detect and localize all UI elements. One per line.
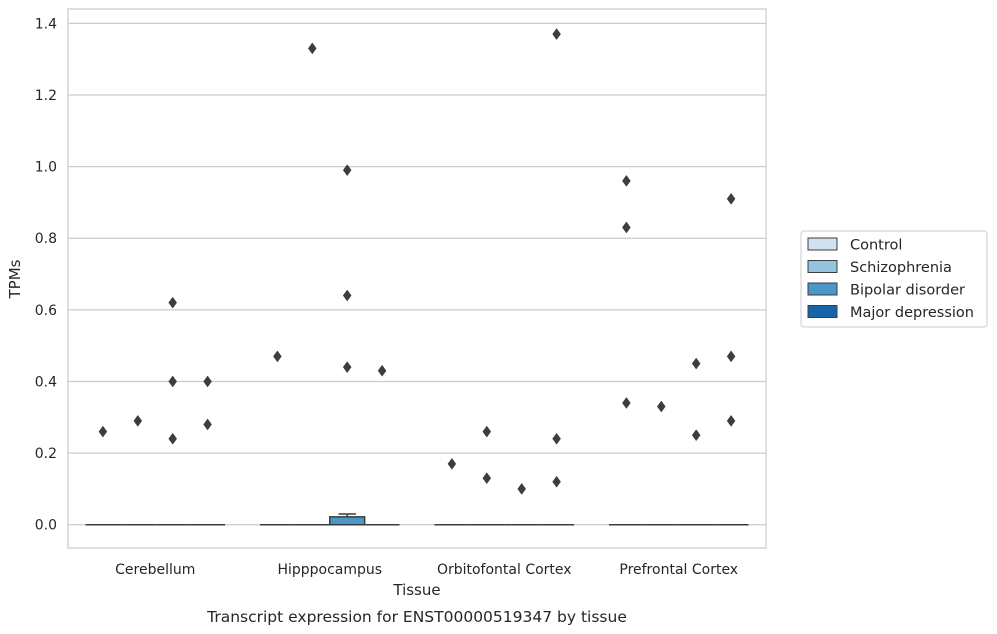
box-group	[329, 164, 366, 526]
legend-label: Major depression	[850, 305, 974, 321]
box-group	[85, 425, 121, 526]
outlier-point	[447, 457, 457, 470]
x-axis-label: Tissue	[392, 581, 440, 599]
outlier-point	[203, 418, 212, 431]
y-axis-ticks: 0.0 0.2 0.4 0.6 0.8 1.0 1.2 1.4	[35, 16, 57, 533]
x-tick-label: Hipppocampus	[277, 562, 382, 578]
y-tick-label: 1.4	[35, 16, 57, 32]
outlier-point	[133, 414, 143, 427]
outlier-point	[482, 425, 492, 438]
box-group	[294, 42, 330, 526]
legend-swatch	[807, 260, 838, 273]
outlier-point	[377, 364, 387, 377]
legend-swatch	[807, 237, 838, 251]
outlier-point	[307, 42, 317, 55]
y-tick-label: 0.8	[35, 231, 57, 247]
outlier-point	[726, 350, 736, 363]
outlier-point	[517, 482, 527, 495]
box-group	[608, 174, 644, 526]
chart-caption: Transcript expression for ENST0000051934…	[206, 608, 627, 626]
outlier-point	[273, 350, 282, 363]
outlier-point	[691, 429, 701, 442]
outlier-point	[168, 375, 178, 388]
outlier-point	[726, 192, 736, 205]
box-group	[504, 482, 540, 526]
box-group	[539, 28, 575, 526]
box-group	[643, 400, 679, 526]
outlier-point	[482, 472, 492, 485]
plot-frame	[67, 8, 767, 549]
y-tick-label: 1.2	[35, 88, 57, 104]
legend-label: Control	[850, 238, 902, 254]
y-tick-label: 0.6	[35, 303, 57, 319]
y-axis-label: TPMs	[6, 259, 24, 299]
outlier-point	[552, 432, 561, 445]
gridlines	[68, 22, 766, 526]
y-tick-label: 0.4	[35, 374, 57, 390]
x-axis-ticks: Cerebellum Hipppocampus Orbitofontal Corte…	[115, 562, 738, 578]
x-tick-label: Cerebellum	[115, 562, 195, 578]
y-tick-label: 1.0	[35, 160, 57, 176]
legend-swatch	[807, 305, 838, 318]
box-group	[259, 350, 295, 526]
legend-frame	[800, 230, 988, 328]
outlier-point	[691, 357, 701, 370]
outlier-point	[342, 164, 352, 177]
legend: Control Schizophrenia Bipolar disorder Majo…	[800, 230, 988, 328]
box-group	[713, 192, 749, 526]
outlier-point	[726, 414, 736, 427]
outlier-point	[622, 174, 631, 187]
y-tick-label: 0.2	[35, 446, 57, 462]
outlier-point	[552, 475, 561, 488]
outlier-point	[168, 432, 178, 445]
outlier-point	[342, 289, 352, 302]
box-group	[120, 414, 156, 526]
outlier-point	[342, 361, 352, 374]
box-group	[434, 457, 470, 526]
legend-swatch	[807, 282, 838, 296]
outlier-point	[622, 221, 631, 234]
legend-label: Schizophrenia	[850, 260, 952, 276]
outlier-point	[168, 296, 178, 309]
boxes-layer	[85, 28, 749, 526]
box-group	[364, 364, 400, 526]
x-tick-label: Prefrontal Cortex	[619, 562, 738, 578]
outlier-point	[552, 28, 561, 40]
legend-label: Bipolar disorder	[850, 283, 965, 299]
outlier-point	[622, 397, 631, 409]
box-group	[155, 296, 191, 526]
outlier-point	[98, 425, 108, 438]
outlier-point	[203, 375, 212, 388]
box-group	[469, 425, 505, 526]
outlier-point	[656, 400, 666, 413]
x-tick-label: Orbitofontal Cortex	[437, 562, 572, 578]
box	[329, 516, 366, 526]
box-group	[678, 357, 714, 526]
y-tick-label: 0.0	[35, 518, 57, 534]
box-group	[190, 375, 226, 526]
